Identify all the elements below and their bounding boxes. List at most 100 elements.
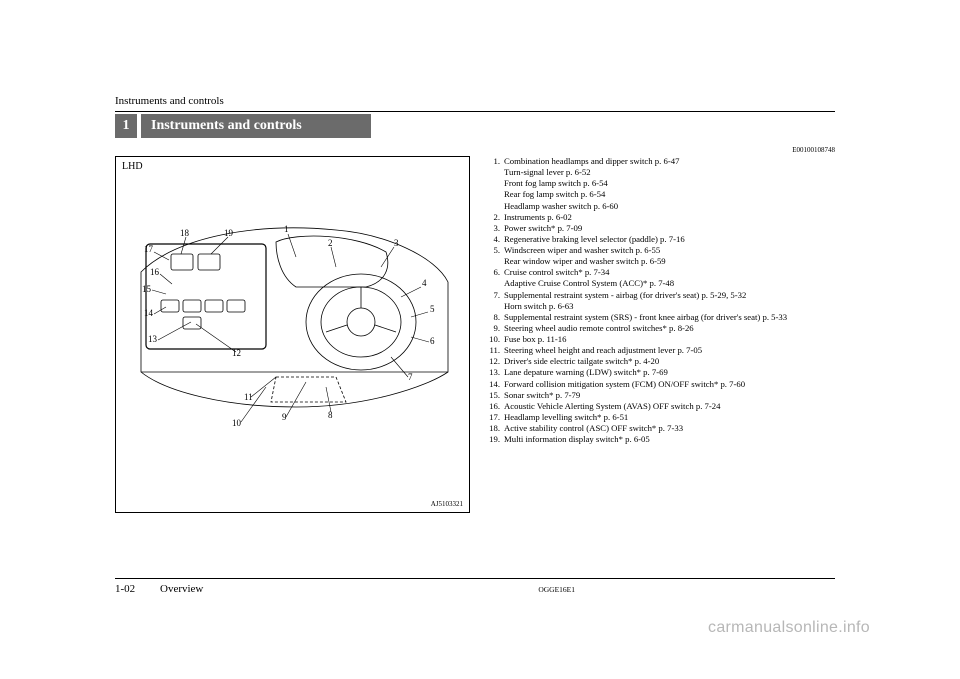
legend-item-text: Cruise control switch* p. 7-34 [504, 267, 835, 278]
legend-item-number: 19. [482, 434, 504, 445]
legend-item-text: Headlamp levelling switch* p. 6-51 [504, 412, 835, 423]
legend-item-text: Sonar switch* p. 7-79 [504, 390, 835, 401]
legend-item: 16.Acoustic Vehicle Alerting System (AVA… [482, 401, 835, 412]
legend-item: 8.Supplemental restraint system (SRS) - … [482, 312, 835, 323]
legend-item-number: 8. [482, 312, 504, 323]
legend-item-number: 17. [482, 412, 504, 423]
callout-14: 14 [144, 308, 153, 318]
legend-item-sub: Front fog lamp switch p. 6-54 [482, 178, 835, 189]
legend-item-number: 13. [482, 367, 504, 378]
legend-item-text: Active stability control (ASC) OFF switc… [504, 423, 835, 434]
legend-item-sub: Rear window wiper and washer switch p. 6… [482, 256, 835, 267]
legend-item: 12.Driver's side electric tailgate switc… [482, 356, 835, 367]
legend-item: 2.Instruments p. 6-02 [482, 212, 835, 223]
legend-item-text: Steering wheel height and reach adjustme… [504, 345, 835, 356]
legend-item-text: Power switch* p. 7-09 [504, 223, 835, 234]
legend-item: 13.Lane depature warning (LDW) switch* p… [482, 367, 835, 378]
top-rule [115, 111, 835, 112]
legend-item-number: 2. [482, 212, 504, 223]
legend-item: 11.Steering wheel height and reach adjus… [482, 345, 835, 356]
page-number: 1-02 [115, 583, 160, 595]
footer-section: Overview [160, 583, 203, 595]
legend-item: 10.Fuse box p. 11-16 [482, 334, 835, 345]
legend-item-sub: Turn-signal lever p. 6-52 [482, 167, 835, 178]
manual-page: Instruments and controls 1 Instruments a… [115, 95, 835, 595]
legend-item-text: Fuse box p. 11-16 [504, 334, 835, 345]
legend-item-number: 16. [482, 401, 504, 412]
chapter-tab: 1 [115, 114, 137, 138]
page-footer: 1-02 Overview OGGE16E1 [115, 578, 835, 595]
callout-4: 4 [422, 278, 427, 288]
section-title: Instruments and controls [141, 114, 371, 138]
legend-item-number: 6. [482, 267, 504, 278]
legend-item-text: Lane depature warning (LDW) switch* p. 7… [504, 367, 835, 378]
legend-item: 1.Combination headlamps and dipper switc… [482, 156, 835, 167]
figure-frame: LHD AJ5103321 [115, 156, 470, 513]
callout-6: 6 [430, 336, 435, 346]
legend-item-text: Forward collision mitigation system (FCM… [504, 379, 835, 390]
callout-11: 11 [244, 392, 253, 402]
legend-list: 1.Combination headlamps and dipper switc… [482, 156, 835, 513]
legend-item-number: 18. [482, 423, 504, 434]
legend-item-sub: Adaptive Cruise Control System (ACC)* p.… [482, 278, 835, 289]
lhd-label: LHD [122, 161, 143, 172]
legend-item-text: Steering wheel audio remote control swit… [504, 323, 835, 334]
legend-item-number: 10. [482, 334, 504, 345]
content-row: LHD AJ5103321 [115, 156, 835, 513]
legend-item: 5.Windscreen wiper and washer switch p. … [482, 245, 835, 256]
legend-item-sub: Rear fog lamp switch p. 6-54 [482, 189, 835, 200]
callout-15: 15 [142, 284, 151, 294]
callout-17: 17 [144, 244, 153, 254]
watermark: carmanualsonline.info [708, 619, 870, 637]
callout-16: 16 [150, 267, 159, 277]
legend-item-number: 5. [482, 245, 504, 256]
running-header: Instruments and controls [115, 95, 835, 107]
callout-10: 10 [232, 418, 241, 428]
figure-column: LHD AJ5103321 [115, 156, 470, 513]
legend-item-sub: Headlamp washer switch p. 6-60 [482, 201, 835, 212]
legend-item-text: Supplemental restraint system (SRS) - fr… [504, 312, 835, 323]
legend-item: 15.Sonar switch* p. 7-79 [482, 390, 835, 401]
legend-item-number: 12. [482, 356, 504, 367]
legend-item: 4.Regenerative braking level selector (p… [482, 234, 835, 245]
callout-5: 5 [430, 304, 435, 314]
legend-item-text: Regenerative braking level selector (pad… [504, 234, 835, 245]
callout-7: 7 [408, 372, 413, 382]
legend-item-number: 14. [482, 379, 504, 390]
legend-item-text: Multi information display switch* p. 6-0… [504, 434, 835, 445]
legend-item-text: Combination headlamps and dipper switch … [504, 156, 835, 167]
legend-item-number: 15. [482, 390, 504, 401]
legend-item-text: Windscreen wiper and washer switch p. 6-… [504, 245, 835, 256]
document-id: E00100108748 [115, 146, 835, 154]
footer-doccode: OGGE16E1 [538, 585, 575, 594]
legend-item: 19.Multi information display switch* p. … [482, 434, 835, 445]
callout-9: 9 [282, 412, 287, 422]
legend-item-number: 7. [482, 290, 504, 301]
legend-item: 18.Active stability control (ASC) OFF sw… [482, 423, 835, 434]
legend-item-text: Acoustic Vehicle Alerting System (AVAS) … [504, 401, 835, 412]
callout-19: 19 [224, 228, 233, 238]
legend-item: 14.Forward collision mitigation system (… [482, 379, 835, 390]
callout-18: 18 [180, 228, 189, 238]
legend-item: 7.Supplemental restraint system - airbag… [482, 290, 835, 301]
legend-item-sub: Horn switch p. 6-63 [482, 301, 835, 312]
legend-item-number: 11. [482, 345, 504, 356]
legend-item-number: 3. [482, 223, 504, 234]
dashboard-illustration: 1 2 3 4 5 6 7 8 9 10 11 12 13 14 15 16 1 [136, 212, 451, 447]
legend-item-number: 1. [482, 156, 504, 167]
callout-8: 8 [328, 410, 333, 420]
callout-1: 1 [284, 224, 289, 234]
legend-item-number: 9. [482, 323, 504, 334]
legend-item-number: 4. [482, 234, 504, 245]
legend-item: 9.Steering wheel audio remote control sw… [482, 323, 835, 334]
callout-12: 12 [232, 348, 241, 358]
callout-13: 13 [148, 334, 157, 344]
legend-item-text: Instruments p. 6-02 [504, 212, 835, 223]
legend-item: 3.Power switch* p. 7-09 [482, 223, 835, 234]
legend-item: 6.Cruise control switch* p. 7-34 [482, 267, 835, 278]
title-row: 1 Instruments and controls [115, 114, 835, 138]
callout-3: 3 [394, 238, 399, 248]
legend-item: 17.Headlamp levelling switch* p. 6-51 [482, 412, 835, 423]
legend-item-text: Supplemental restraint system - airbag (… [504, 290, 835, 301]
callout-2: 2 [328, 238, 333, 248]
